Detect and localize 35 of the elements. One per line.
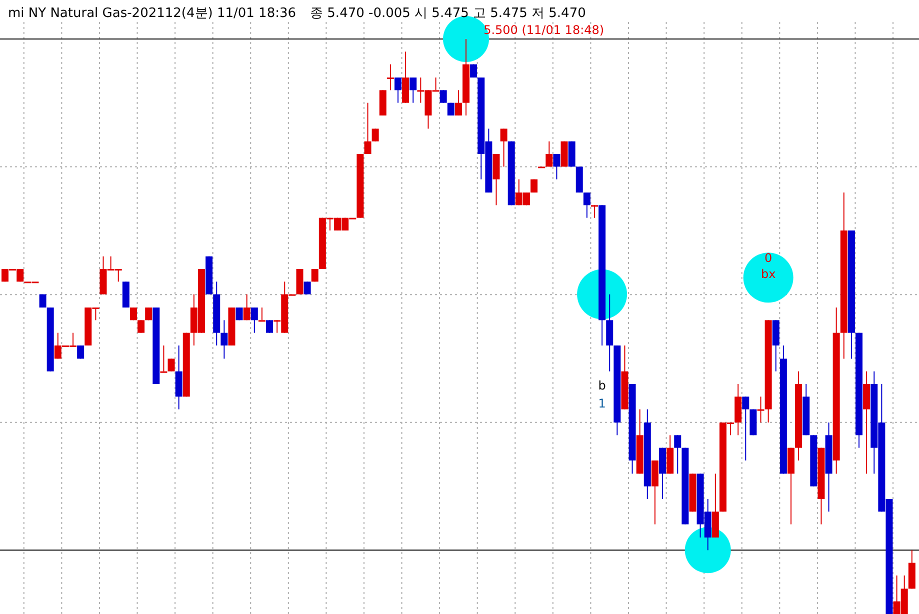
candlestick <box>742 396 750 461</box>
chart-title: mi NY Natural Gas-202112(4분) 11/01 18:36 <box>8 6 296 21</box>
candlestick <box>145 307 152 321</box>
candlestick <box>553 154 560 180</box>
candlestick <box>583 192 590 218</box>
candlestick <box>440 90 447 104</box>
candlestick <box>304 281 311 295</box>
candlestick <box>674 434 682 474</box>
candlestick <box>220 320 228 360</box>
candlestick <box>138 320 145 334</box>
annotation: b <box>598 378 606 392</box>
candlestick <box>250 307 258 334</box>
candlestick <box>168 358 175 372</box>
candlestick <box>243 294 250 321</box>
candlestick <box>590 204 598 218</box>
candlestick <box>386 64 394 91</box>
candlestick <box>236 307 243 321</box>
candlestick <box>500 128 508 168</box>
candlestick <box>258 307 266 322</box>
annotation: 1 <box>598 396 606 410</box>
chart-subtitle: 종 5.470 -0.005 시 5.475 고 5.475 저 5.470 <box>310 6 586 21</box>
candlestick <box>266 320 274 334</box>
annotation: bx <box>760 267 776 281</box>
annotation: 0 <box>764 251 772 265</box>
candlestick <box>454 90 462 116</box>
candlestick <box>160 344 168 373</box>
candlestick <box>447 102 454 116</box>
candlestick <box>372 128 379 142</box>
candlestick <box>394 77 402 104</box>
candlestick <box>364 102 372 154</box>
candlestick <box>546 140 553 168</box>
candlestick <box>410 77 417 104</box>
candlestick <box>130 307 137 321</box>
candlestick <box>757 396 764 424</box>
candlestick <box>311 268 318 282</box>
